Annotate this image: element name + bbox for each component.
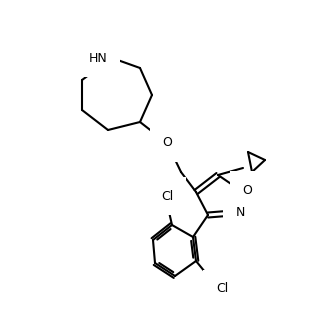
Text: Cl: Cl: [161, 189, 173, 203]
Text: N: N: [235, 207, 245, 219]
Text: Cl: Cl: [216, 282, 228, 295]
Text: HN: HN: [88, 51, 107, 64]
Text: O: O: [242, 183, 252, 196]
Text: O: O: [162, 137, 172, 149]
